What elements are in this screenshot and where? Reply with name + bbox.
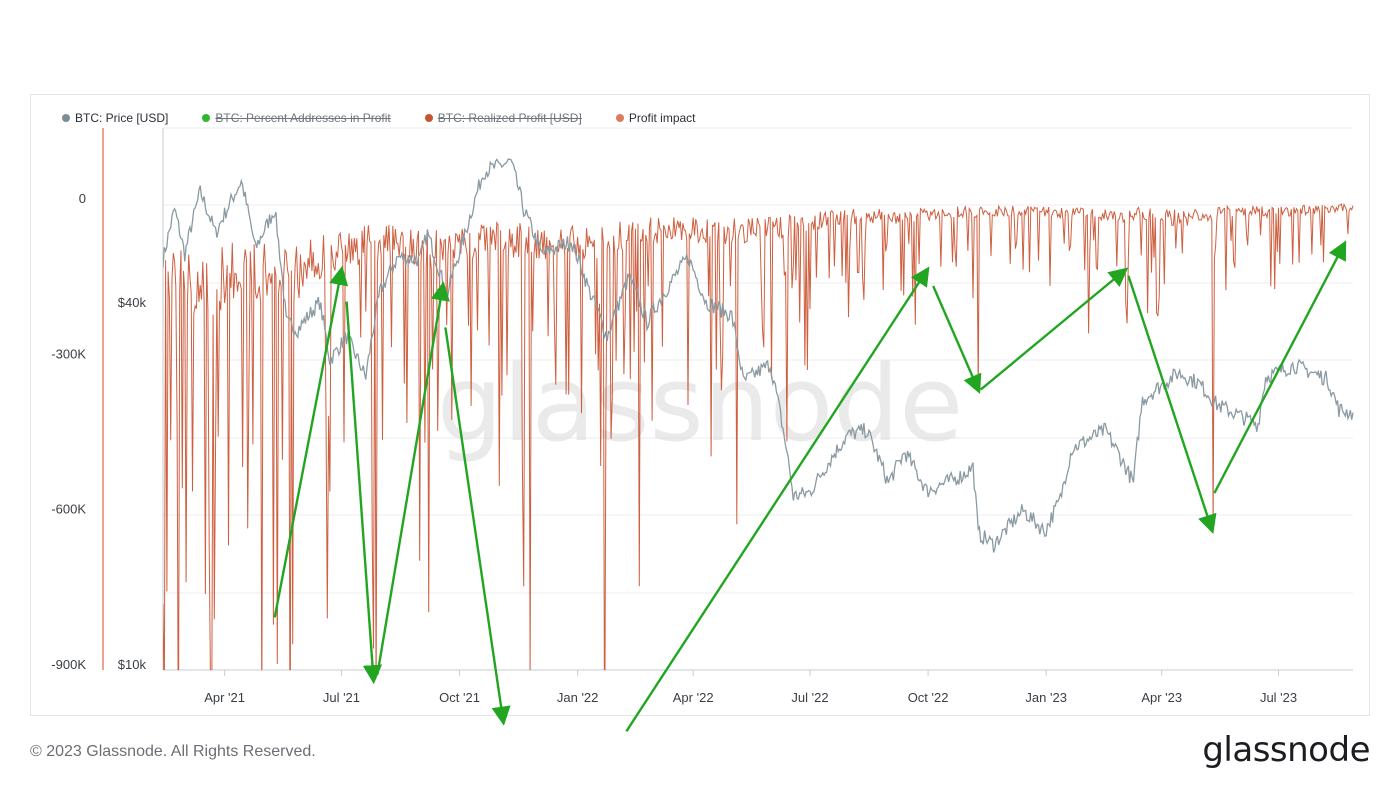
y-axis-ticks: 0 -300K -600K -900K $40k $10k (51, 191, 146, 672)
x-axis-ticks: Apr '21 Jul '21 Oct '21 Jan '22 Apr '22 Jul '… (204, 670, 1297, 705)
annotation-arrow (345, 301, 383, 685)
x-tick-label: Apr '21 (204, 690, 245, 705)
legend-dot-price (62, 114, 70, 122)
annotation-arrow (1213, 240, 1347, 494)
left-axis-tick-label: -900K (51, 657, 86, 672)
price-axis-tick-label: $10k (118, 657, 147, 672)
legend-label-profit-impact: Profit impact (628, 111, 696, 125)
glassnode-logo: glassnode (1202, 730, 1370, 770)
x-tick-label: Jul '21 (323, 690, 360, 705)
x-tick-label: Apr '23 (1141, 690, 1182, 705)
series-line-profit-impact (163, 202, 1354, 670)
annotation-arrow (273, 265, 349, 618)
legend-label-realized-profit: BTC: Realized Profit [USD] (437, 111, 582, 125)
legend-item-percent-addresses[interactable]: BTC: Percent Addresses in Profit (202, 111, 391, 125)
legend-dot-realized-profit (424, 114, 433, 122)
legend-item-realized-profit[interactable]: BTC: Realized Profit [USD] (424, 111, 582, 125)
x-tick-label: Apr '22 (673, 690, 714, 705)
x-tick-label: Jul '23 (1260, 690, 1297, 705)
annotation-arrow (979, 267, 1129, 391)
footer-copyright: © 2023 Glassnode. All Rights Reserved. (30, 743, 316, 760)
legend-dot-profit-impact (615, 114, 624, 122)
chart-legend: BTC: Price [USD] BTC: Percent Addresses … (62, 111, 730, 125)
series-line-btc-price (163, 158, 1354, 553)
x-tick-label: Oct '21 (439, 690, 480, 705)
annotation-arrow (932, 285, 982, 395)
legend-label-price: BTC: Price [USD] (75, 111, 169, 125)
price-axis-tick-label: $40k (118, 295, 147, 310)
annotation-arrow (1127, 275, 1217, 534)
annotation-arrow (625, 266, 930, 732)
x-tick-label: Jan '22 (557, 690, 599, 705)
legend-label-percent-addresses: BTC: Percent Addresses in Profit (215, 111, 391, 125)
legend-item-price[interactable]: BTC: Price [USD] (62, 111, 168, 125)
watermark: glassnode (437, 343, 964, 465)
x-tick-label: Oct '22 (908, 690, 949, 705)
x-tick-label: Jul '22 (791, 690, 828, 705)
left-axis-tick-label: 0 (79, 191, 86, 206)
annotation-arrows (273, 240, 1347, 732)
legend-item-profit-impact[interactable]: Profit impact (615, 111, 696, 125)
left-axis-tick-label: -600K (51, 502, 86, 517)
legend-dot-percent-addresses (202, 114, 211, 122)
left-axis-tick-label: -300K (51, 346, 86, 361)
annotation-arrow (444, 327, 511, 726)
x-tick-label: Jan '23 (1025, 690, 1067, 705)
annotation-arrow (376, 281, 450, 675)
